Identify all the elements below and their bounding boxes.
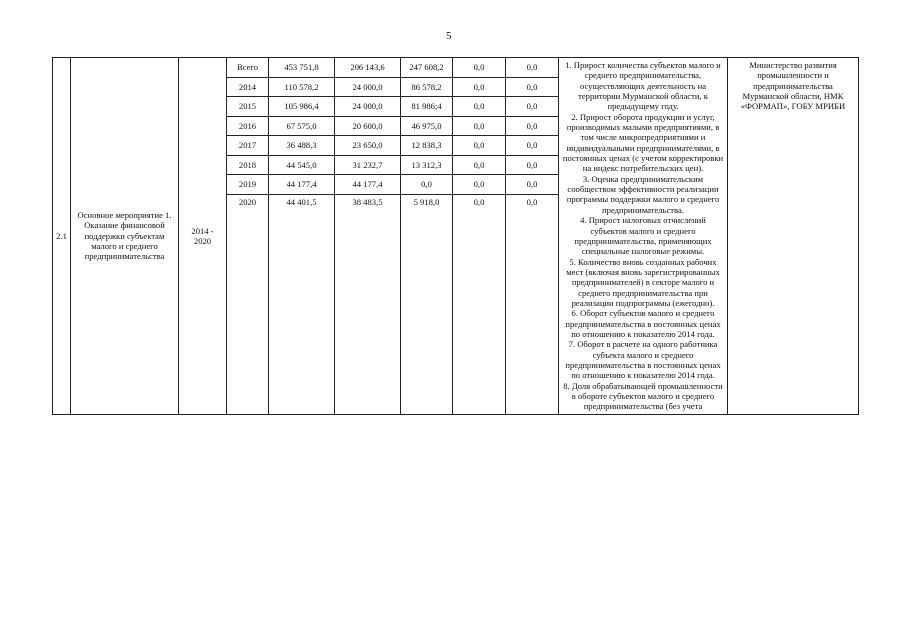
indicator-item: 4. Прирост налоговых отчислений субъекто… bbox=[574, 215, 712, 257]
funding-c1: 38 483,5 bbox=[334, 193, 401, 415]
funding-c3: 0,0 bbox=[452, 76, 506, 97]
funding-c2: 86 578,2 bbox=[400, 76, 453, 97]
funding-c4: 0,0 bbox=[505, 154, 559, 175]
funding-c4: 0,0 bbox=[505, 174, 559, 195]
funding-c3: 0,0 bbox=[452, 154, 506, 175]
funding-year: 2020 bbox=[226, 193, 269, 415]
funding-year: 2017 bbox=[226, 135, 269, 156]
funding-c3: 0,0 bbox=[452, 115, 506, 136]
funding-c3: 0,0 bbox=[452, 96, 506, 117]
funding-c1: 24 000,0 bbox=[334, 76, 401, 97]
funding-c1: 44 177,4 bbox=[334, 174, 401, 195]
funding-year: 2019 bbox=[226, 174, 269, 195]
indicator-item: 7. Оборот в расчете на одного работника … bbox=[565, 339, 721, 381]
funding-total: 67 575,0 bbox=[268, 115, 335, 136]
funding-row: 2.1 Основное мероприятие 1. Оказание фина… bbox=[52, 57, 859, 415]
funding-year: Всего bbox=[226, 57, 269, 78]
program-table: 2.1 Основное мероприятие 1. Оказание фина… bbox=[52, 57, 859, 415]
funding-c2: 5 918,0 bbox=[400, 193, 453, 415]
indicator-item: 1. Прирост количества субъектов малого и… bbox=[565, 60, 721, 112]
indicator-item: 8. Доля обрабатывающей промышленности в … bbox=[563, 380, 723, 412]
indicator-item: 3. Оценка предпринимательским сообщество… bbox=[566, 173, 720, 215]
funding-c2: 13 312,3 bbox=[400, 154, 453, 175]
funding-c4: 0,0 bbox=[505, 115, 559, 136]
funding-year: 2016 bbox=[226, 115, 269, 136]
indicator-item: 2. Прирост оборота продукции и услуг, пр… bbox=[562, 111, 724, 174]
indicator-item: 6. Оборот субъектов малого и среднего пр… bbox=[565, 308, 721, 339]
indicator-item: 5. Количество вновь созданных рабочих ме… bbox=[566, 256, 720, 308]
funding-c1: 24 000,0 bbox=[334, 96, 401, 117]
indicators-cell: 1. Прирост количества субъектов малого и… bbox=[558, 57, 728, 415]
funding-row: 2020 44 401,5 38 483,5 5 918,0 0,0 0,0 bbox=[53, 193, 859, 415]
funding-c4: 0,0 bbox=[505, 96, 559, 117]
funding-year: 2018 bbox=[226, 154, 269, 175]
funding-total: 105 986,4 bbox=[268, 96, 335, 117]
page-number: 5 bbox=[446, 30, 452, 42]
funding-row: 2017 36 488,3 23 650,0 12 838,3 0,0 0,0 bbox=[53, 135, 859, 156]
funding-total: 453 751,8 bbox=[268, 57, 335, 78]
funding-total: 36 488,3 bbox=[268, 135, 335, 156]
funding-c1: 23 650,0 bbox=[334, 135, 401, 156]
funding-c2: 81 986;4 bbox=[400, 96, 453, 117]
funding-c2: 12 838,3 bbox=[400, 135, 453, 156]
funding-row: 2019 44 177,4 44 177,4 0,0 0,0 0,0 bbox=[53, 174, 859, 195]
funding-c3: 0,0 bbox=[452, 174, 506, 195]
funding-year: 2015 bbox=[226, 96, 269, 117]
funding-total: 110 578,2 bbox=[268, 76, 335, 97]
funding-c1: 20 600,0 bbox=[334, 115, 401, 136]
funding-c3: 0,0 bbox=[452, 135, 506, 156]
funding-c4: 0,0 bbox=[505, 193, 559, 415]
funding-row: 2016 67 575,0 20 600,0 46 975,0 0,0 0,0 bbox=[53, 115, 859, 136]
period: 2014 - 2020 bbox=[178, 57, 227, 415]
funding-total: 44 401,5 bbox=[268, 193, 335, 415]
funding-c2: 46 975,0 bbox=[400, 115, 453, 136]
funding-row: 2015 105 986,4 24 000,0 81 986;4 0,0 0,0 bbox=[53, 96, 859, 117]
funding-c3: 0,0 bbox=[452, 193, 506, 415]
funding-total: 44 545,0 bbox=[268, 154, 335, 175]
row-number: 2.1 bbox=[52, 57, 71, 415]
funding-year: 2014 bbox=[226, 76, 269, 97]
activity-name: Основное мероприятие 1. Оказание финансо… bbox=[70, 57, 179, 415]
funding-c2: 247 608,2 bbox=[400, 57, 453, 78]
funding-c3: 0,0 bbox=[452, 57, 506, 78]
funding-c4: 0,0 bbox=[505, 76, 559, 97]
funding-c4: 0,0 bbox=[505, 135, 559, 156]
responsible-executors: Министерство развития промышленности и п… bbox=[727, 57, 859, 415]
funding-c1: 206 143,6 bbox=[334, 57, 401, 78]
funding-c1: 31 232,7 bbox=[334, 154, 401, 175]
funding-total: 44 177,4 bbox=[268, 174, 335, 195]
funding-c4: 0,0 bbox=[505, 57, 559, 78]
funding-c2: 0,0 bbox=[400, 174, 453, 195]
